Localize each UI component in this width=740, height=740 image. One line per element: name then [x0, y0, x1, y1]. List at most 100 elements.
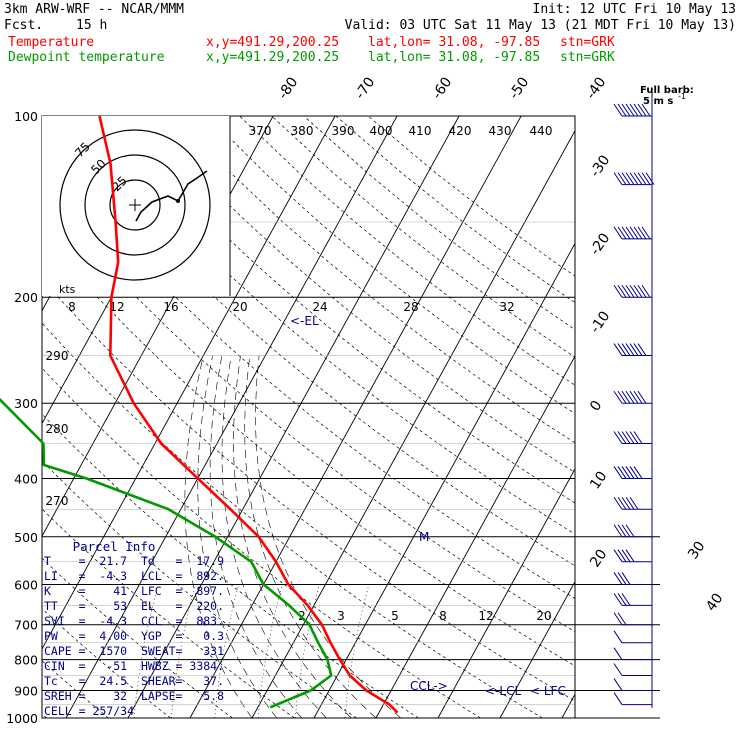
dewpoint-legend-label: Dewpoint temperature — [8, 50, 165, 65]
dry-adiabat — [303, 116, 575, 331]
parcel-value: 21.7 — [92, 554, 128, 568]
hodograph-background — [42, 116, 230, 296]
dry-adiabat — [271, 116, 575, 358]
temperature-axis-label: 20 — [587, 547, 610, 571]
parcel-key: TT = — [44, 599, 93, 613]
hodograph-unit: kts — [59, 283, 76, 296]
parcel-key: EL = — [127, 599, 190, 613]
theta-label: 400 — [370, 124, 393, 138]
parcel-value: -4.3 — [92, 569, 128, 583]
parcel-info-title: Parcel Info — [72, 539, 156, 554]
theta-label: 410 — [409, 124, 432, 138]
parcel-key: YGP = — [127, 629, 190, 643]
parcel-value: 883. — [189, 614, 225, 628]
parcel-row: T = 21.7 Td = 17.9 — [44, 554, 230, 569]
barb-legend-value: 5 m s — [643, 96, 673, 107]
parcel-key: CAPE = — [44, 644, 93, 658]
parcel-info-panel: T = 21.7 Td = 17.9 LI = -4.3 LCL = 892. K … — [44, 537, 230, 727]
temperature-axis-label: -70 — [352, 74, 378, 102]
parcel-value: 53 — [92, 599, 128, 613]
pressure-label-800: 800 — [14, 653, 38, 668]
pressure-label-900: 900 — [14, 683, 38, 698]
isotherm-line — [127, 116, 460, 718]
temperature-axis-label: -80 — [275, 74, 301, 102]
wind-barb — [613, 226, 652, 240]
moist-adiabat — [184, 355, 253, 718]
parcel-key: Tc = — [44, 674, 93, 688]
parcel-value: 3384. — [189, 659, 225, 673]
parcel-value: 37. — [189, 674, 225, 688]
temperature-axis-label: -10 — [587, 308, 613, 336]
isotherm-line — [251, 129, 575, 718]
dry-adiabat — [239, 116, 575, 386]
parcel-key: HWBZ = — [127, 659, 190, 673]
isotherm-line — [189, 116, 522, 718]
wind-barb — [613, 284, 652, 298]
parcel-value: 892. — [189, 569, 225, 583]
parcel-row: Tc = 24.5 SHEAR= 37. — [44, 674, 230, 689]
pressure-label-1000: 1000 — [6, 711, 38, 726]
ccl-marker: CCL-> — [410, 679, 448, 693]
parcel-cell: CELL = 257/34 — [44, 704, 135, 718]
wind-barb — [613, 496, 652, 510]
pressure-label-100: 100 — [14, 109, 38, 124]
dry-adiabat — [367, 116, 575, 277]
theta-label: 390 — [332, 124, 355, 138]
parcel-row: K = 41 LFC = 897. — [44, 584, 230, 599]
speed-scale-label: 32 — [499, 300, 514, 314]
parcel-row: TT = 53 EL = 220. — [44, 599, 230, 614]
wind-barb — [613, 549, 652, 563]
hodograph-ring — [84, 154, 186, 256]
isotherm-line — [561, 693, 575, 718]
wind-barb — [613, 678, 652, 691]
isotherm-line — [42, 116, 336, 650]
temperature-axis-label: -50 — [506, 74, 532, 102]
pressure-label-700: 700 — [14, 618, 38, 633]
pressure-label-200: 200 — [14, 290, 38, 305]
wind-barb — [613, 466, 652, 479]
temperature-axis-label: 30 — [685, 539, 708, 563]
mixing-ratio-label: 12 — [478, 609, 493, 623]
plot-frame — [41, 115, 576, 719]
parcel-key: K = — [44, 584, 93, 598]
dewpoint-latlon: lat,lon= 31.08, -97.85 — [368, 50, 541, 65]
temperature-axis-label: -20 — [587, 230, 613, 258]
isotherm-line — [65, 116, 398, 718]
temperature-axis-label: -30 — [587, 152, 613, 180]
parcel-value: 4.00 — [92, 629, 128, 643]
valid-time: Valid: 03 UTC Sat 11 May 13 (21 MDT Fri … — [344, 18, 736, 33]
wind-barb — [613, 572, 652, 585]
wind-barb — [613, 103, 652, 117]
hodograph-ring — [59, 129, 211, 281]
wind-barb — [613, 630, 652, 644]
wind-barb — [613, 593, 652, 606]
isotherm-line — [499, 580, 575, 718]
temperature-axis-label: 10 — [587, 469, 610, 493]
wind-barb — [613, 172, 655, 186]
hodograph-trace — [135, 170, 208, 222]
forecast-hour: 15 h — [76, 18, 108, 33]
dewpoint-line — [0, 397, 333, 709]
parcel-row: SREH = 32 LAPSE= 5.8 — [44, 689, 230, 704]
theta-side-label: 290 — [46, 349, 69, 363]
wind-barb — [613, 343, 652, 357]
lcl-marker: <-LCL — [485, 684, 521, 698]
m-marker: M — [419, 530, 429, 544]
moist-adiabat — [197, 355, 278, 718]
pressure-label-600: 600 — [14, 577, 38, 592]
parcel-key: CIN = — [44, 659, 93, 673]
isotherm-line — [437, 467, 575, 718]
wind-barbs: Full barb:5 m s -1 — [613, 85, 694, 708]
parcel-value: 897. — [189, 584, 225, 598]
theta-label: 430 — [489, 124, 512, 138]
parcel-key: Td = — [127, 554, 190, 568]
temperature-latlon: lat,lon= 31.08, -97.85 — [368, 35, 541, 50]
parcel-value: -4.3 — [92, 614, 128, 628]
speed-scale-label: 12 — [109, 300, 124, 314]
temperature-line — [98, 115, 399, 714]
isotherm-line — [313, 242, 575, 718]
theta-label: 380 — [291, 124, 314, 138]
parcel-value: 24.5 — [92, 674, 128, 688]
barb-legend-exponent: -1 — [678, 92, 686, 101]
parcel-value: 5.8 — [189, 689, 225, 703]
